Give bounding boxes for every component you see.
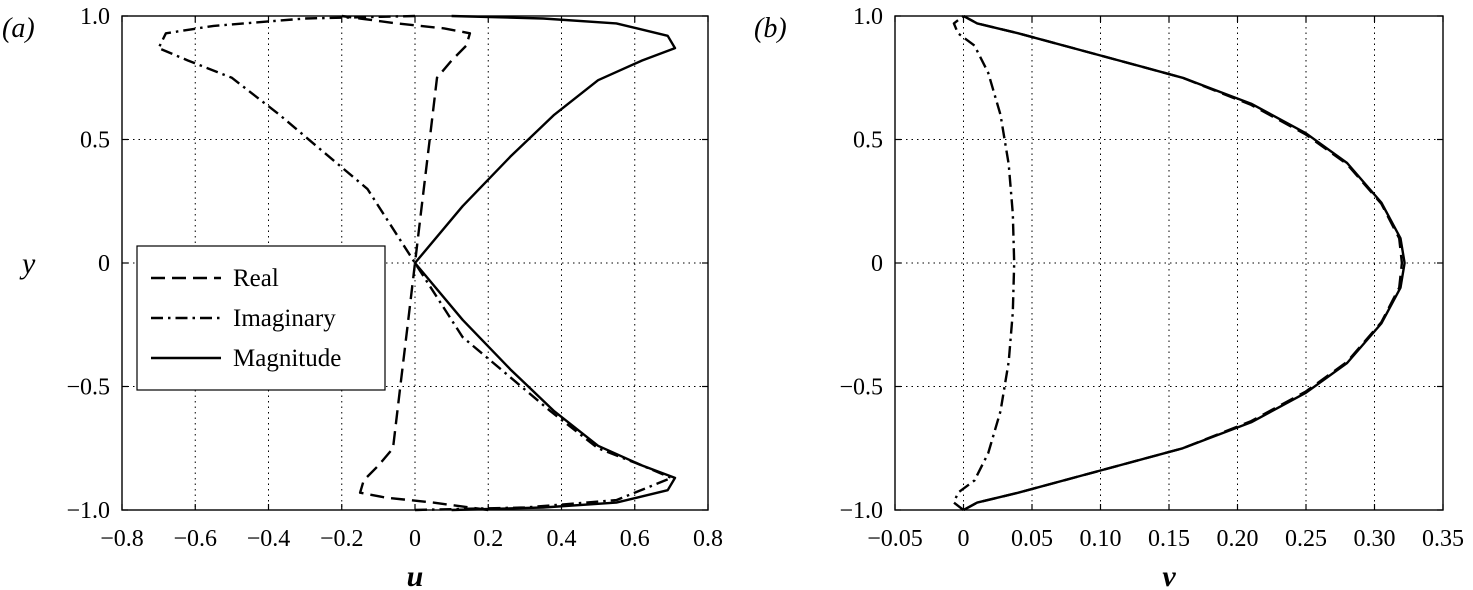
x-tick-label: −0.6 [173, 526, 217, 552]
y-tick-label: −1.0 [66, 498, 110, 524]
x-tick-label: −0.8 [100, 526, 144, 552]
x-tick-label: 0.05 [1011, 526, 1053, 552]
y-tick-label: −1.0 [839, 498, 883, 524]
y-tick-label: 0 [98, 251, 110, 277]
series-line-dash-dot [952, 15, 1016, 511]
legend-label: Real [233, 265, 279, 292]
series-line-dash-dot [157, 14, 673, 512]
x-tick-label: 0.6 [620, 526, 650, 552]
y-tick-label: 1.0 [80, 4, 110, 30]
x-tick-label: 0.30 [1354, 526, 1396, 552]
x-tick-label: −0.2 [320, 526, 364, 552]
x-tick-label: −0.4 [247, 526, 291, 552]
y-tick-label: 0 [871, 251, 883, 277]
x-axis-label: u [407, 560, 424, 590]
panel-a: −0.8 −0.6 −0.4 −0.2 0 0.2 0.4 0.6 0.8 −1.0 −0.5 0 0.… [2, 4, 723, 590]
plot-frame [894, 15, 1444, 511]
x-tick-label: 0.20 [1217, 526, 1259, 552]
x-tick-label: 0.35 [1422, 526, 1464, 552]
panel-label: (b) [754, 13, 787, 44]
panel-label: (a) [2, 13, 35, 44]
series-line-solid [962, 14, 1406, 512]
panel-b: −0.05 0 0.05 0.10 0.15 0.20 0.25 0.30 0.35 −1.0 −0… [754, 4, 1464, 590]
series-line-dashed [341, 14, 489, 512]
x-tick-label: 0 [958, 526, 970, 552]
x-tick-label: 0.10 [1080, 526, 1122, 552]
legend-label: Imaginary [233, 305, 336, 332]
legend: Real Imaginary Magnitude [136, 245, 386, 391]
y-tick-label: 0.5 [80, 128, 110, 154]
y-tick-label: 1.0 [853, 4, 883, 30]
x-tick-label: 0.8 [693, 526, 723, 552]
y-tick-label: −0.5 [66, 375, 110, 401]
y-axis-label: y [19, 247, 36, 280]
legend-label: Magnitude [233, 345, 341, 372]
x-tick-label: 0.4 [547, 526, 577, 552]
x-axis-label: v [1162, 560, 1176, 590]
y-tick-label: −0.5 [839, 375, 883, 401]
y-tick-label: 0.5 [853, 128, 883, 154]
plot-frame [121, 15, 709, 511]
x-tick-label: −0.05 [867, 526, 923, 552]
series-line-solid [413, 14, 677, 512]
x-tick-label: 0.2 [473, 526, 503, 552]
x-tick-label: 0.25 [1285, 526, 1327, 552]
x-tick-label: 0.15 [1148, 526, 1190, 552]
x-tick-label: 0 [409, 526, 421, 552]
